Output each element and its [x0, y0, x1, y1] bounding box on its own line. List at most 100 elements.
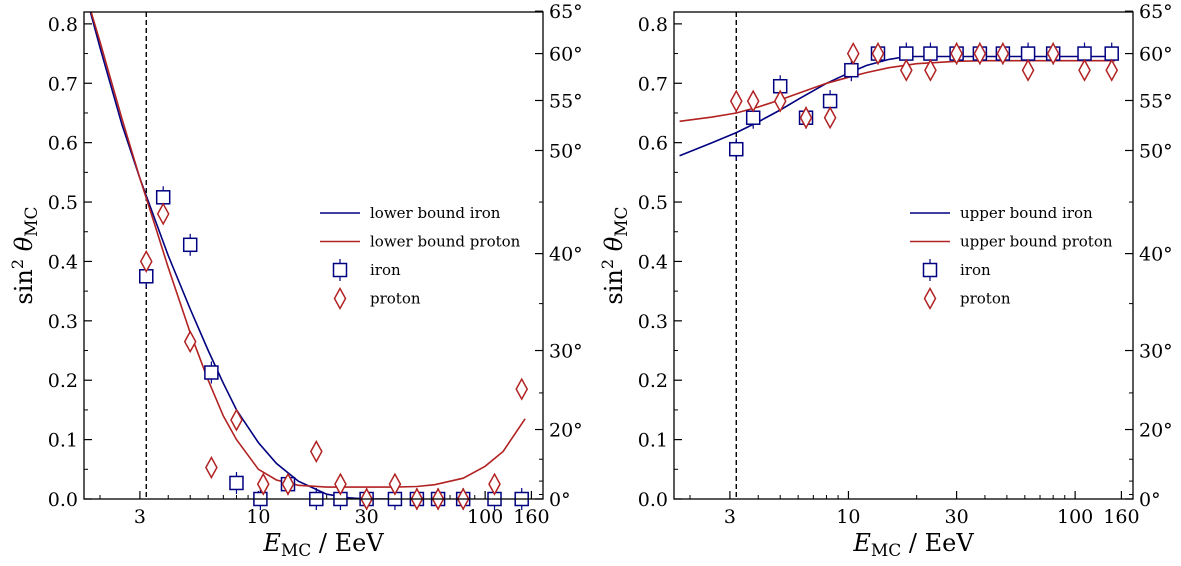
y-tick-label: 0.7: [638, 73, 668, 95]
data-point-proton: [1105, 58, 1119, 82]
legend-diamond-swatch: [333, 286, 347, 311]
data-point-proton: [823, 106, 837, 130]
x-tick-label: 10: [836, 506, 860, 528]
plot-frame: [673, 11, 1134, 500]
data-point-proton: [281, 472, 295, 496]
x-tick-label: 3: [134, 506, 146, 528]
legend-item: upper bound iron: [910, 204, 1093, 222]
panel-left: 3 10 30 100 160 0.0 0.1 0.2 0.3 0.4 0.5 0.6 0.7 0.8 0°…: [8, 1, 583, 561]
x-tick-label: 10: [246, 506, 270, 528]
right-tick-label: 40°: [549, 244, 583, 266]
data-point-proton: [950, 42, 963, 66]
data-point-proton: [309, 439, 323, 464]
data-point-iron: [182, 233, 198, 256]
data-point-iron: [729, 138, 744, 161]
right-tick-label: 30°: [1139, 341, 1173, 363]
y-axis-label: sin2 θMC: [8, 206, 42, 304]
data-point-proton: [183, 330, 197, 354]
legend-label: proton: [370, 290, 421, 308]
legend-label: upper bound iron: [960, 204, 1093, 222]
legend-label: proton: [960, 290, 1011, 308]
y-tick-label: 0.7: [48, 73, 78, 95]
legend-item: lower bound iron: [320, 204, 501, 222]
right-tick-label: 55°: [1139, 90, 1173, 112]
right-tick-label: 65°: [1139, 1, 1173, 23]
y-tick-label: 0.8: [48, 14, 78, 36]
right-tick-label: 65°: [549, 1, 583, 23]
data-point-proton: [205, 455, 218, 480]
series-line-upper-bound-proton: [679, 59, 1116, 123]
right-tick-label: 30°: [549, 341, 583, 363]
y-tick-label: 0.2: [48, 370, 78, 392]
y-tick-label: 0.6: [48, 133, 78, 155]
y-tick-label: 0.8: [638, 14, 668, 36]
y-tick-label: 0.1: [48, 430, 78, 452]
data-point-proton: [256, 472, 270, 496]
panel-right: 3 10 30 100 160 0.0 0.1 0.2 0.3 0.4 0.5 0.6 0.7 0.8 0°…: [598, 1, 1173, 561]
data-point-proton: [996, 42, 1010, 66]
x-tick-label: 3: [724, 506, 736, 528]
legend-item: proton: [333, 286, 421, 311]
y-axis-label: sin2 θMC: [598, 206, 632, 304]
data-point-proton: [230, 408, 243, 432]
right-tick-label: 50°: [549, 140, 583, 162]
data-point-proton: [846, 42, 860, 66]
plot-frame: [83, 11, 544, 500]
right-tick-label: 60°: [1139, 44, 1173, 66]
x-tick-label: 100: [467, 506, 503, 528]
legend-item: iron: [332, 259, 401, 281]
x-tick-label: 160: [513, 506, 549, 528]
data-point-proton: [1046, 42, 1060, 66]
legend-item: lower bound proton: [320, 233, 521, 251]
y-tick-label: 0.5: [48, 192, 78, 214]
data-point-iron: [229, 471, 244, 494]
right-tick-label: 50°: [1139, 140, 1173, 162]
legend-item: iron: [922, 259, 991, 281]
data-point-proton: [746, 89, 760, 113]
legend-item: proton: [923, 286, 1011, 311]
x-axis-label: EMC / EeV: [852, 529, 974, 561]
data-point-proton: [729, 89, 743, 113]
data-point-iron: [844, 59, 859, 82]
legend-square-swatch: [332, 259, 348, 281]
y-tick-label: 0.0: [48, 489, 78, 511]
right-tick-label: 40°: [1139, 244, 1173, 266]
series-line-upper-bound-iron: [679, 55, 1116, 157]
right-tick-label: 20°: [549, 420, 583, 442]
legend-diamond-swatch: [923, 286, 937, 311]
right-tick-label: 0°: [1139, 489, 1161, 511]
data-point-proton: [799, 106, 813, 130]
data-point-proton: [1021, 58, 1035, 82]
series-line-lower-bound-proton: [90, 12, 526, 488]
data-point-proton: [156, 202, 170, 226]
legend: lower bound iron lower bound proton iron pr…: [320, 204, 521, 311]
data-point-proton: [515, 377, 529, 401]
data-point-proton: [488, 472, 501, 496]
y-tick-label: 0.0: [638, 489, 668, 511]
x-tick-label: 100: [1057, 506, 1093, 528]
y-tick-label: 0.6: [638, 133, 668, 155]
legend-label: iron: [960, 261, 991, 279]
x-tick-label: 30: [945, 506, 969, 528]
data-point-proton: [899, 58, 913, 82]
right-tick-label: 20°: [1139, 420, 1173, 442]
data-point-proton: [388, 472, 402, 496]
x-axis-label: EMC / EeV: [262, 529, 384, 561]
legend-label: iron: [370, 261, 401, 279]
legend-label: upper bound proton: [960, 233, 1113, 251]
data-point-iron: [204, 361, 219, 384]
y-tick-label: 0.4: [48, 251, 78, 273]
legend-square-swatch: [922, 259, 938, 281]
data-point-proton: [924, 58, 937, 82]
legend-item: upper bound proton: [910, 233, 1113, 251]
y-tick-label: 0.2: [638, 370, 668, 392]
x-tick-label: 160: [1103, 506, 1139, 528]
right-tick-label: 0°: [549, 489, 571, 511]
y-tick-label: 0.4: [638, 251, 668, 273]
legend-label: lower bound iron: [370, 204, 501, 222]
data-point-proton: [973, 42, 987, 66]
legend-label: lower bound proton: [370, 233, 521, 251]
y-tick-label: 0.5: [638, 192, 668, 214]
x-tick-label: 30: [355, 506, 379, 528]
